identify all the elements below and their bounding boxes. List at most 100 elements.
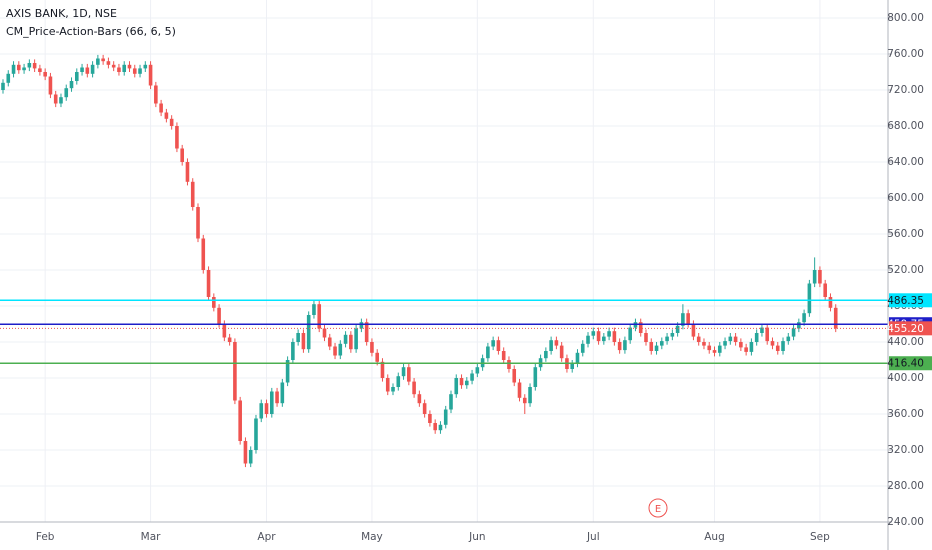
candle-body <box>681 313 685 326</box>
y-tick-label: 680.00 <box>887 120 924 132</box>
candle-body <box>812 270 817 284</box>
candle-body <box>760 327 764 333</box>
candle-body <box>723 341 727 346</box>
candle-body <box>259 403 264 419</box>
y-tick-label: 440.00 <box>887 336 924 348</box>
candle-body <box>32 63 37 69</box>
candle-body <box>617 342 622 351</box>
candle-body <box>707 345 712 351</box>
candle-body <box>586 335 590 344</box>
candle-body <box>818 270 822 284</box>
candle-body <box>775 345 780 351</box>
candle-body <box>159 103 163 113</box>
candle-body <box>475 367 480 374</box>
candle-body <box>407 367 411 382</box>
candle-body <box>69 81 74 89</box>
candle-body <box>512 369 517 383</box>
candle-body <box>828 297 833 308</box>
candle-body <box>312 304 316 315</box>
candle-body <box>38 68 42 72</box>
candle-body <box>528 387 532 404</box>
candle-body <box>138 68 142 74</box>
candle-body <box>180 148 184 162</box>
candle-body <box>544 351 548 359</box>
chart-title: AXIS BANK, 1D, NSE <box>6 7 117 20</box>
candle-body <box>649 342 654 351</box>
candle-body <box>111 64 116 68</box>
candle-body <box>327 337 332 347</box>
y-tick-label: 600.00 <box>887 192 924 204</box>
candle-body <box>364 322 369 342</box>
candle-body <box>53 94 58 104</box>
candle-body <box>654 345 659 351</box>
candle-body <box>570 363 575 369</box>
candle-body <box>375 352 380 362</box>
candle-body <box>580 343 585 353</box>
price-level-label: 486.35 <box>887 295 924 307</box>
candle-body <box>686 313 690 324</box>
y-tick-label: 760.00 <box>887 48 924 60</box>
candle-body <box>285 360 290 383</box>
candle-body <box>833 307 838 329</box>
candle-body <box>765 327 770 342</box>
candle-body <box>248 450 253 464</box>
grid <box>0 0 888 523</box>
candle-body <box>702 342 706 346</box>
y-tick-label: 400.00 <box>887 372 924 384</box>
candle-body <box>660 341 664 346</box>
candle-body <box>275 391 279 404</box>
candle-body <box>517 382 522 398</box>
candle-body <box>74 72 79 81</box>
candle-body <box>264 403 269 414</box>
candle-body <box>101 58 105 62</box>
y-tick-label: 280.00 <box>887 480 924 492</box>
candle-body <box>143 64 148 69</box>
x-tick-label: Jun <box>468 531 485 543</box>
candle-body <box>227 337 232 342</box>
candle-body <box>575 352 580 364</box>
price-level-box <box>889 321 932 336</box>
candle-body <box>343 334 348 344</box>
candle-body <box>744 347 748 352</box>
candle-body <box>754 333 759 342</box>
x-tick-label: Sep <box>810 531 830 543</box>
y-tick-label: 320.00 <box>887 444 924 456</box>
candle-body <box>6 73 11 83</box>
candle-body <box>117 67 121 72</box>
candle-body <box>106 61 111 65</box>
candle-body <box>459 378 464 386</box>
candle-body <box>291 342 295 360</box>
candle-body <box>602 336 606 342</box>
candle-body <box>417 394 422 404</box>
price-level-box <box>889 356 932 371</box>
candle-body <box>665 336 669 342</box>
candle-body <box>433 423 437 431</box>
candle-body <box>549 340 553 351</box>
candle-body <box>90 64 95 74</box>
candle-body <box>370 342 374 353</box>
candle-body <box>269 391 274 414</box>
x-tick-label: May <box>361 531 383 543</box>
candle-body <box>306 315 311 350</box>
candle-body <box>380 361 385 378</box>
candle-body <box>11 64 16 74</box>
candle-body <box>612 331 617 342</box>
candle-body <box>396 376 401 387</box>
candle-body <box>507 360 511 369</box>
earnings-label[interactable]: E <box>655 504 661 515</box>
candle-body <box>64 88 69 98</box>
earnings-icon[interactable] <box>648 498 668 518</box>
candle-body <box>201 238 206 270</box>
candle-body <box>212 297 216 308</box>
price-level-label: 416.40 <box>887 358 924 370</box>
candle-body <box>96 58 100 65</box>
candle-body <box>770 341 775 346</box>
candle-body <box>17 64 21 71</box>
candle-body <box>385 378 390 392</box>
candle-body <box>338 343 343 356</box>
candle-body <box>359 322 364 329</box>
candle-body <box>148 64 153 86</box>
x-tick-label: Feb <box>36 531 55 543</box>
candle-body <box>80 67 84 72</box>
x-tick-label: Apr <box>257 531 276 543</box>
